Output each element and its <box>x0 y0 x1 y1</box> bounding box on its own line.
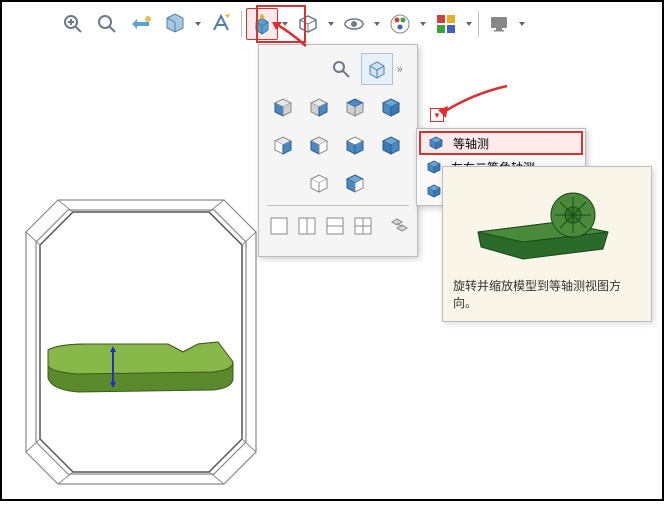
appearance-button[interactable] <box>384 8 416 40</box>
two-view-h-icon <box>296 215 318 237</box>
view-right-icon <box>306 94 332 120</box>
cube-icon <box>427 134 445 152</box>
toolbar-separator <box>241 11 242 37</box>
view-front-icon <box>270 94 296 120</box>
cube-icon <box>425 158 443 176</box>
view-orientation-button[interactable] <box>246 8 278 40</box>
single-view-button[interactable] <box>267 210 291 242</box>
single-view-icon <box>268 215 290 237</box>
apply-scene-icon <box>434 12 458 36</box>
view-iso2-icon <box>378 132 404 158</box>
zoom-fit-icon <box>61 12 85 36</box>
view-dimetric-button[interactable] <box>339 167 371 199</box>
section-dropdown[interactable] <box>193 20 203 28</box>
two-view-h-button[interactable] <box>295 210 319 242</box>
view-toolbar <box>57 6 527 42</box>
view-bottom-icon <box>342 132 368 158</box>
tooltip-panel: 旋转并缩放模型到等轴测视图方向。 <box>442 166 652 322</box>
more-chevron[interactable]: » <box>397 53 409 85</box>
orientation-dropdown[interactable] <box>280 20 290 28</box>
display-style-button[interactable] <box>292 8 324 40</box>
view-dimetric-icon <box>342 170 368 196</box>
scene-dropdown[interactable] <box>464 20 474 28</box>
cube-icon <box>425 182 443 200</box>
two-view-v-button[interactable] <box>323 210 347 242</box>
view-normal-icon <box>306 170 332 196</box>
submenu-label: 等轴测 <box>453 135 489 152</box>
view-settings-button[interactable] <box>483 8 515 40</box>
prev-view-button[interactable] <box>125 8 157 40</box>
prev-view-icon <box>129 12 153 36</box>
view-orientation-icon <box>250 12 274 36</box>
view-iso1-icon <box>378 94 404 120</box>
hideshow-dropdown[interactable] <box>372 20 382 28</box>
orientation-flyout: » <box>258 44 418 257</box>
toolbar-separator <box>478 11 479 37</box>
display-style-icon <box>296 12 320 36</box>
dynamic-annotate-icon <box>209 12 233 36</box>
view-settings-icon <box>487 12 511 36</box>
link-views-icon <box>388 215 410 237</box>
edit-appearance-icon <box>388 12 412 36</box>
cube-tool-icon <box>366 58 388 80</box>
view-back-button[interactable] <box>267 129 299 161</box>
settings-dropdown[interactable] <box>517 20 527 28</box>
view-back-icon <box>270 132 296 158</box>
four-view-icon <box>352 215 374 237</box>
hide-show-button[interactable] <box>338 8 370 40</box>
isometric-menu-item[interactable]: 等轴测 <box>419 131 583 155</box>
cube-tool-button[interactable] <box>361 53 393 85</box>
zoom-tool-icon <box>330 58 352 80</box>
hide-show-icon <box>342 12 366 36</box>
view-top-button[interactable] <box>339 91 371 123</box>
view-bottom-button[interactable] <box>339 129 371 161</box>
flyout-separator <box>267 205 409 206</box>
zoom-area-button[interactable] <box>91 8 123 40</box>
view-front-button[interactable] <box>267 91 299 123</box>
view-top-icon <box>342 94 368 120</box>
four-view-button[interactable] <box>351 210 375 242</box>
scene-button[interactable] <box>430 8 462 40</box>
view-left-icon <box>306 132 332 158</box>
part-wireframe <box>18 192 264 512</box>
zoom-fit-button[interactable] <box>57 8 89 40</box>
zoom-area-icon <box>95 12 119 36</box>
view-right-button[interactable] <box>303 91 335 123</box>
iso-dropdown-chevron[interactable]: ▼ <box>430 108 444 122</box>
view-iso1-button[interactable] <box>375 91 407 123</box>
two-view-v-icon <box>324 215 346 237</box>
view-left-button[interactable] <box>303 129 335 161</box>
display-dropdown[interactable] <box>326 20 336 28</box>
appearance-dropdown[interactable] <box>418 20 428 28</box>
section-view-button[interactable] <box>159 8 191 40</box>
link-views-button[interactable] <box>387 210 411 242</box>
annotate-button[interactable] <box>205 8 237 40</box>
section-view-icon <box>163 12 187 36</box>
zoom-tool-button[interactable] <box>325 53 357 85</box>
tooltip-preview-image <box>453 177 633 267</box>
view-normal-button[interactable] <box>303 167 335 199</box>
tooltip-text: 旋转并缩放模型到等轴测视图方向。 <box>453 277 641 311</box>
view-iso2-button[interactable] <box>375 129 407 161</box>
